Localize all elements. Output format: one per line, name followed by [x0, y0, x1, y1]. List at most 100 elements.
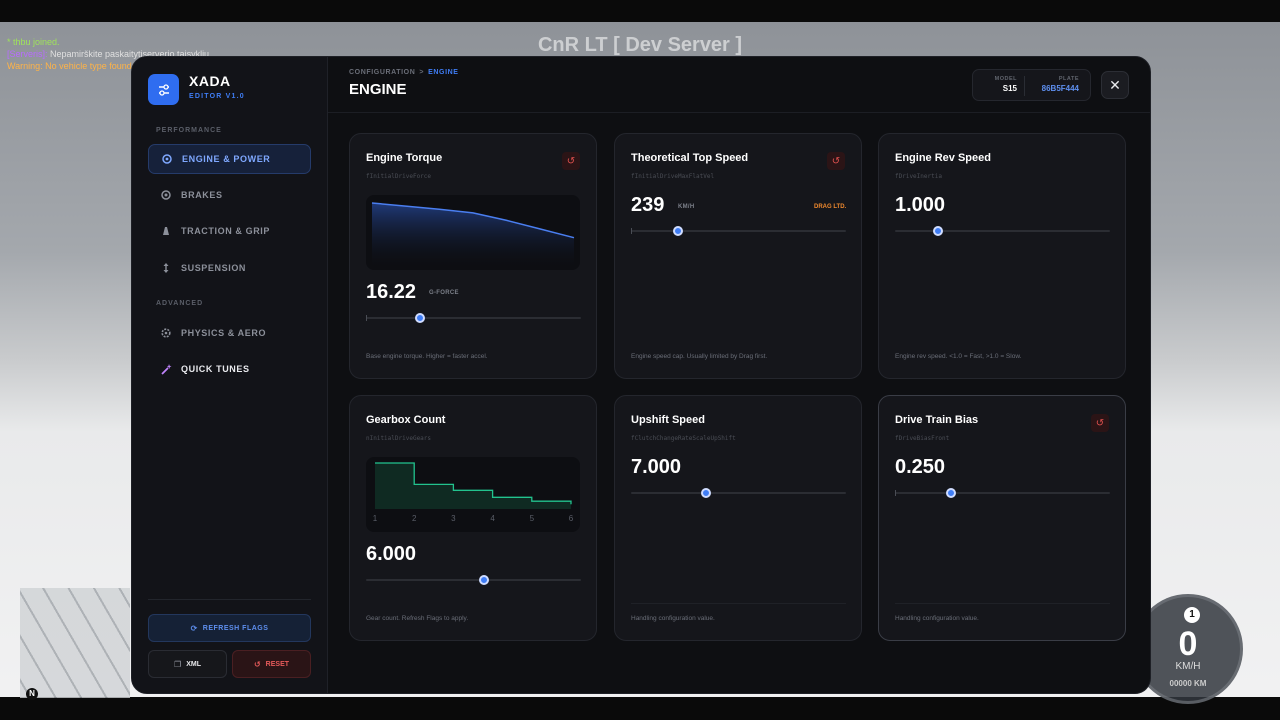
xml-label: XML — [186, 660, 201, 668]
wand-icon — [160, 363, 172, 375]
sidebar-item-label: TRACTION & GRIP — [181, 226, 270, 236]
close-icon: ✕ — [1109, 76, 1121, 93]
slider-track[interactable] — [631, 488, 846, 498]
xml-button[interactable]: ❐ XML — [148, 650, 227, 678]
card-variable: fInitialDriveForce — [366, 173, 432, 180]
brakes-icon — [160, 189, 172, 201]
gear-label: 1 — [373, 514, 378, 523]
refresh-flags-label: REFRESH FLAGS — [202, 624, 269, 632]
card-unit: KM/H — [678, 204, 695, 210]
sidebar-item-traction[interactable]: TRACTION & GRIP — [148, 216, 311, 246]
slider-thumb[interactable] — [673, 226, 684, 236]
chat-text: Nepamirškite paskaitytiserverio taisykli… — [47, 49, 210, 59]
traction-icon — [160, 225, 172, 237]
card-description: Handling configuration value. — [895, 615, 979, 622]
slider-track[interactable] — [631, 226, 846, 236]
sliders-icon — [158, 83, 169, 96]
vehicle-info: MODEL S15 PLATE 86B5F444 — [972, 69, 1091, 101]
sidebar-item-engine[interactable]: ENGINE & POWER — [148, 144, 311, 174]
letterbox-top — [0, 0, 1280, 22]
card-divider — [631, 603, 846, 604]
slider-track[interactable] — [366, 313, 581, 323]
sidebar: XADA EDITOR V1.0 PERFORMANCE ENGINE & PO… — [132, 57, 328, 693]
card-description: Engine speed cap. Usually limited by Dra… — [631, 353, 768, 360]
sidebar-item-suspension[interactable]: SUSPENSION — [148, 253, 311, 283]
section-label-performance: PERFORMANCE — [156, 127, 222, 134]
undo-icon[interactable]: ↺ — [827, 152, 845, 170]
card-value: 1.000 — [895, 194, 946, 216]
card-variable: fClutchChangeRateScaleUpShift — [631, 435, 736, 442]
gear-label: 6 — [569, 514, 574, 523]
slider-thumb[interactable] — [945, 488, 956, 498]
sidebar-item-label: BRAKES — [181, 190, 223, 200]
editor-panel: XADA EDITOR V1.0 PERFORMANCE ENGINE & PO… — [131, 56, 1151, 694]
card-value: 239 — [631, 194, 665, 216]
refresh-flags-button[interactable]: ⟳ REFRESH FLAGS — [148, 614, 311, 642]
refresh-icon: ⟳ — [190, 623, 198, 633]
card-drive-train-bias: Drive Train Bias fDriveBiasFront ↺ 0.250… — [878, 395, 1126, 641]
gear-steps-area — [375, 463, 571, 509]
card-description: Base engine torque. Higher = faster acce… — [366, 353, 488, 360]
card-description: Handling configuration value. — [631, 615, 715, 622]
sidebar-item-quick-tunes[interactable]: QUICK TUNES — [148, 354, 311, 384]
card-unit: G-FORCE — [429, 290, 459, 296]
sidebar-item-physics[interactable]: PHYSICS & AERO — [148, 318, 311, 348]
card-value: 7.000 — [631, 456, 682, 478]
gear-steps-line — [375, 462, 572, 505]
undo-icon[interactable]: ↺ — [562, 152, 580, 170]
card-title: Gearbox Count — [366, 414, 446, 426]
chat-line: [Serveris]: Nepamirškite paskaitytiserve… — [7, 48, 209, 60]
torque-curve-chart — [366, 195, 580, 270]
sidebar-item-label: QUICK TUNES — [181, 364, 250, 374]
card-value: 0.250 — [895, 456, 946, 478]
slider-thumb[interactable] — [933, 226, 943, 236]
breadcrumb-current: ENGINE — [428, 69, 459, 76]
slider-tick — [366, 315, 367, 321]
card-divider — [895, 603, 1110, 604]
sidebar-item-label: ENGINE & POWER — [182, 154, 271, 164]
drag-limited-badge: DRAG LTD. — [814, 204, 847, 210]
slider-track[interactable] — [366, 575, 581, 585]
sidebar-item-brakes[interactable]: BRAKES — [148, 180, 311, 210]
logo — [148, 74, 179, 105]
minimap-north: N — [26, 688, 38, 700]
app-version: EDITOR V1.0 — [189, 93, 245, 100]
reset-button[interactable]: ↺ RESET — [232, 650, 311, 678]
model-value: S15 — [1002, 84, 1017, 93]
card-title: Engine Rev Speed — [895, 152, 991, 164]
plate-label: PLATE — [1058, 76, 1079, 82]
breadcrumb: CONFIGURATION > ENGINE — [349, 69, 459, 76]
suspension-icon — [160, 262, 172, 274]
header: CONFIGURATION > ENGINE ENGINE MODEL S15 PL… — [328, 57, 1150, 113]
page-title: ENGINE — [349, 81, 407, 98]
breadcrumb-parent[interactable]: CONFIGURATION — [349, 69, 416, 76]
card-variable: fDriveInertia — [895, 173, 942, 180]
card-title: Engine Torque — [366, 152, 443, 164]
slider-track[interactable] — [895, 226, 1110, 236]
model-info: MODEL S15 — [981, 76, 1017, 93]
card-value: 16.22 — [366, 281, 417, 303]
slider-tick — [631, 228, 632, 234]
sidebar-item-label: SUSPENSION — [181, 263, 247, 273]
chat-log: * thbu joined. [Serveris]: Nepamirškite … — [7, 36, 209, 72]
card-description: Gear count. Refresh Flags to apply. — [366, 615, 469, 622]
server-title: CnR LT [ Dev Server ] — [537, 34, 743, 56]
letterbox-bottom — [0, 697, 1280, 720]
copy-icon: ❐ — [174, 659, 182, 669]
card-variable: fDriveBiasFront — [895, 435, 950, 442]
slider-track[interactable] — [895, 488, 1110, 498]
slider-thumb[interactable] — [701, 488, 712, 498]
card-engine-rev-speed: Engine Rev Speed fDriveInertia 1.000 Eng… — [878, 133, 1126, 379]
model-label: MODEL — [994, 76, 1017, 82]
close-button[interactable]: ✕ — [1101, 71, 1129, 99]
undo-icon[interactable]: ↺ — [1091, 414, 1109, 432]
slider-thumb[interactable] — [414, 313, 425, 323]
card-upshift-speed: Upshift Speed fClutchChangeRateScaleUpSh… — [614, 395, 862, 641]
minimap — [20, 588, 130, 698]
slider-tick — [895, 490, 896, 496]
torque-curve-area — [372, 203, 574, 270]
gear-label: 3 — [451, 514, 456, 523]
slider-thumb[interactable] — [479, 575, 490, 585]
speed-unit: KM/H — [1175, 661, 1201, 672]
sidebar-divider — [148, 599, 311, 600]
